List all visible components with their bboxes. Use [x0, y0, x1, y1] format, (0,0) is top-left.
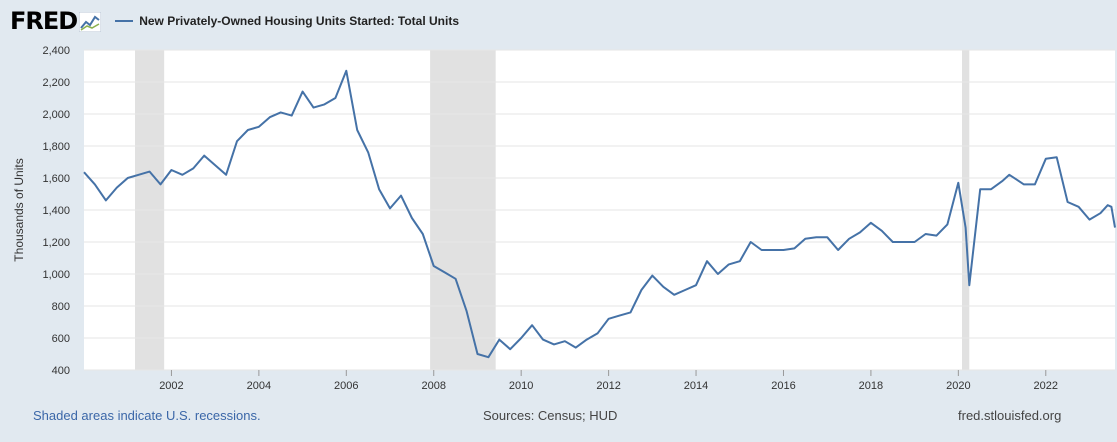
trend-graph-icon [79, 12, 102, 32]
x-tick-label: 2004 [247, 380, 271, 390]
grid-lines [84, 49, 1115, 371]
y-tick-label: 1,400 [42, 205, 70, 217]
sources-text: Sources: Census; HUD [483, 408, 618, 423]
fred-logo[interactable]: FRED [10, 7, 78, 35]
x-tick-label: 2002 [159, 380, 183, 390]
y-tick-label: 1,200 [42, 237, 70, 249]
recession-note[interactable]: Shaded areas indicate U.S. recessions. [33, 408, 261, 423]
y-tick-label: 800 [52, 301, 70, 313]
legend-line-swatch [115, 20, 134, 22]
line-chart[interactable]: 400 600 800 1,000 1,200 1,400 1,600 1,800 2,000 2… [0, 40, 1117, 392]
series-layer [83, 69, 1116, 359]
x-tick-label: 2008 [421, 380, 445, 390]
y-tick-label: 1,600 [42, 173, 70, 185]
series-line-0 [83, 69, 1116, 359]
x-tick-label: 2006 [334, 380, 358, 390]
x-tick-label: 2018 [859, 380, 883, 390]
y-tick-label: 1,000 [42, 269, 70, 281]
y-tick-label: 1,800 [42, 141, 70, 153]
y-axis-label: Thousands of Units [12, 158, 26, 261]
x-tick-label: 2022 [1034, 380, 1058, 390]
y-axis-ticks: 400 600 800 1,000 1,200 1,400 1,600 1,800 2,000 2… [42, 45, 70, 377]
y-tick-label: 2,000 [42, 109, 70, 121]
y-tick-label: 2,400 [42, 45, 70, 57]
y-tick-label: 2,200 [42, 77, 70, 89]
chart-title: New Privately-Owned Housing Units Starte… [139, 14, 460, 28]
x-tick-label: 2012 [596, 380, 620, 390]
site-link[interactable]: fred.stlouisfed.org [958, 408, 1062, 423]
x-tick-label: 2020 [946, 380, 970, 390]
y-tick-label: 400 [52, 365, 70, 377]
y-tick-label: 600 [52, 333, 70, 345]
x-axis-ticks: 2002 2004 2006 2008 2010 2012 2014 2016 2018 2020… [159, 370, 1058, 392]
chart-area: 400 600 800 1,000 1,200 1,400 1,600 1,800 2,000 2… [0, 40, 1117, 392]
x-tick-label: 2010 [509, 380, 533, 390]
x-tick-label: 2016 [771, 380, 795, 390]
chart-header: FRED New Privately-Owned Housing Units S… [10, 6, 459, 36]
x-tick-label: 2014 [684, 380, 708, 390]
